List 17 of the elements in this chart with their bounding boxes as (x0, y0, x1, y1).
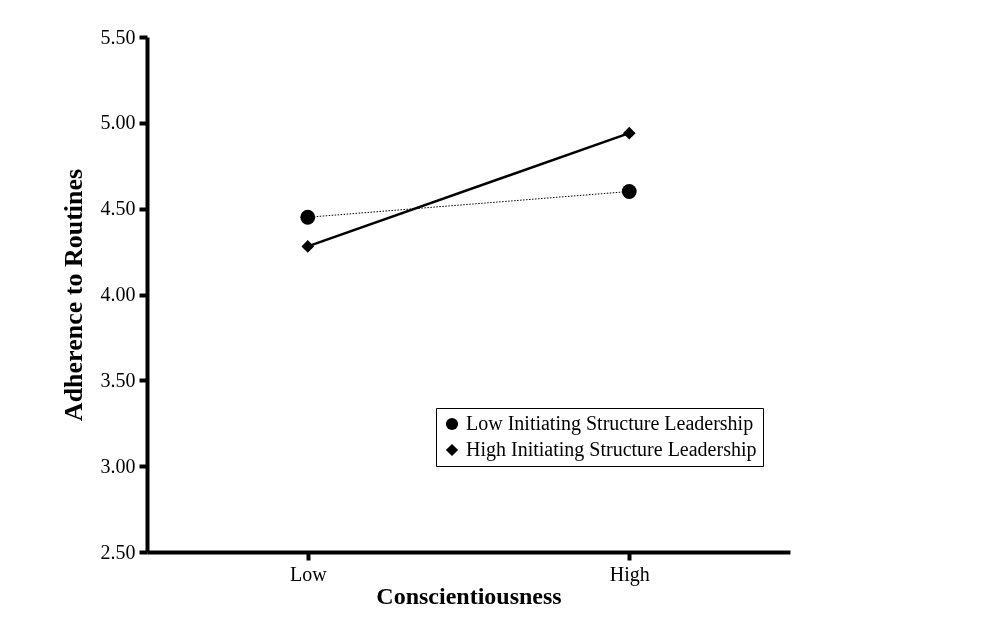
y-tick-label: 3.00 (100, 454, 136, 477)
legend-label: Low Initiating Structure Leadership (466, 412, 754, 435)
y-tick-label: 3.50 (100, 368, 136, 391)
legend-label: High Initiating Structure Leadership (466, 438, 757, 461)
x-axis-title: Conscientiousness (376, 582, 562, 609)
point (301, 240, 315, 253)
y-tick-label: 4.00 (100, 283, 136, 305)
y-tick-label: 2.50 (100, 540, 136, 563)
y-tick-label: 5.00 (100, 111, 136, 134)
point (622, 126, 636, 140)
x-tick-label: High (609, 562, 650, 586)
y-axis-title: Adherence to Routines (58, 168, 88, 422)
point (621, 184, 637, 199)
y-tick-label: 4.50 (100, 197, 136, 220)
point (300, 209, 316, 225)
y-tick-label: 5.50 (100, 25, 136, 48)
x-tick-label: Low (289, 562, 328, 585)
